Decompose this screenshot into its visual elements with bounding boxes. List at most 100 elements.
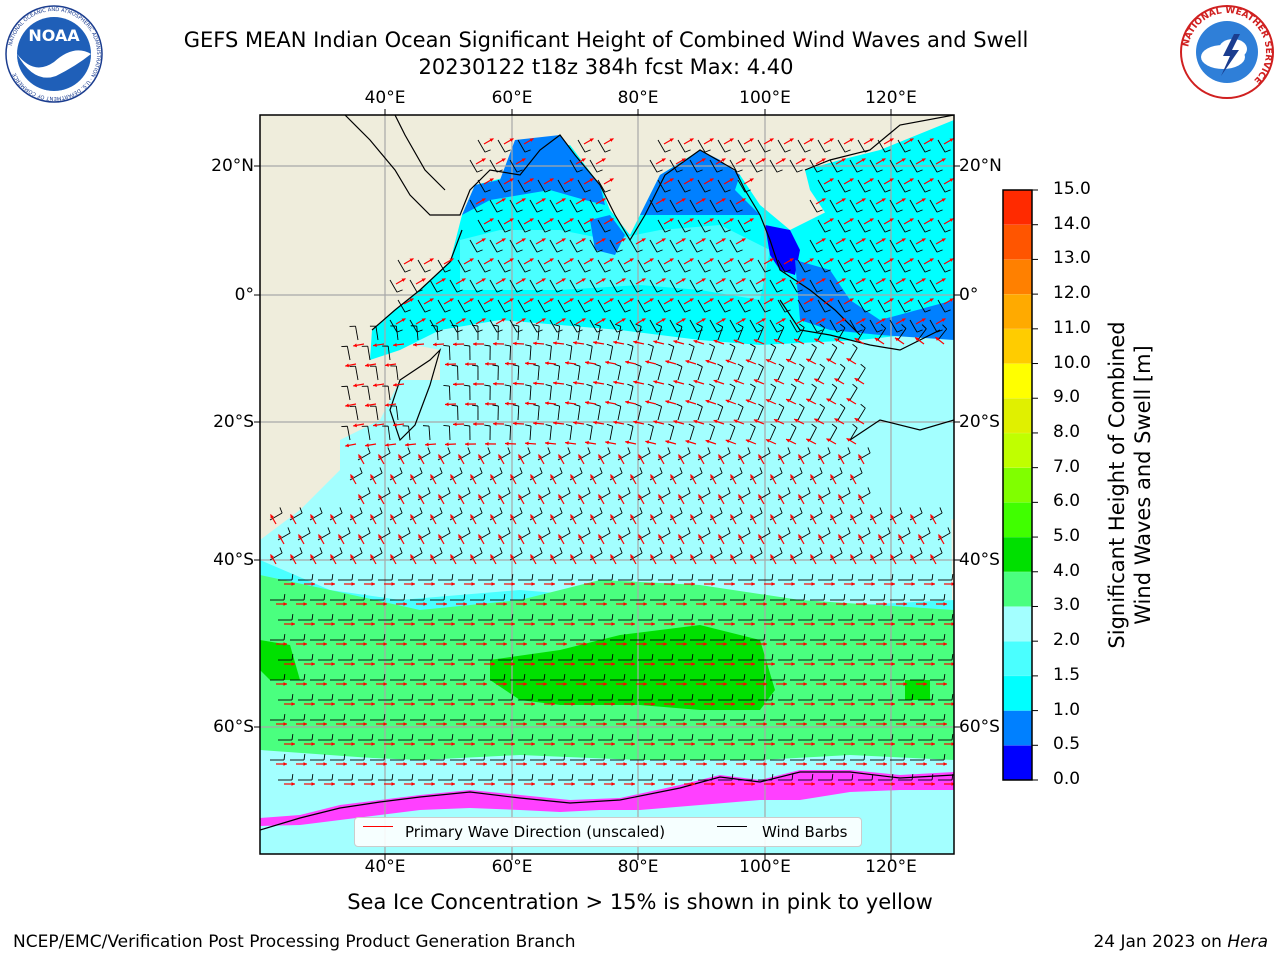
wave-arrow-head xyxy=(798,534,802,539)
wind-barb-flag xyxy=(536,249,543,253)
wind-barb-flag xyxy=(731,613,734,621)
wave-arrow-head xyxy=(621,238,626,242)
wave-arrow-head xyxy=(711,622,715,626)
wind-barb xyxy=(497,452,511,461)
wave-arrow-head xyxy=(371,782,375,786)
wind-barb-flag xyxy=(533,404,540,407)
wave-arrow-head xyxy=(489,258,494,262)
wind-barb-flag xyxy=(603,753,606,761)
wave-arrow-head xyxy=(929,178,934,182)
wave-arrow-head xyxy=(621,318,626,322)
wave-arrow-head xyxy=(413,342,417,347)
wind-barb-flag xyxy=(543,753,546,761)
wave-arrow-head xyxy=(645,400,650,405)
wind-barb-flag xyxy=(779,547,783,554)
wind-barb-flag xyxy=(856,289,863,293)
wave-arrow-head xyxy=(729,258,734,262)
wave-arrow-head xyxy=(703,762,707,766)
footer-date-text: 24 Jan 2023 on xyxy=(1093,932,1228,952)
wind-barb-flag xyxy=(656,169,663,173)
wave-arrow-head xyxy=(290,554,294,559)
wave-arrow-head xyxy=(611,782,615,786)
wind-barb-flag xyxy=(351,693,354,701)
colorbar-segment xyxy=(1003,363,1032,399)
wind-barb xyxy=(697,452,711,461)
wind-barb-flag xyxy=(776,169,783,173)
wind-barb-flag xyxy=(831,613,834,621)
wind-barb-flag xyxy=(571,613,574,621)
wave-arrow-head xyxy=(771,582,775,586)
wave-arrow-head xyxy=(923,642,927,646)
wind-barb xyxy=(477,139,486,153)
wave-arrow-head xyxy=(771,742,775,746)
wave-arrow-head xyxy=(623,602,627,606)
wave-arrow-head xyxy=(318,534,322,539)
wave-arrow-head xyxy=(370,554,374,559)
wave-arrow-head xyxy=(605,360,610,365)
wave-core-east xyxy=(905,680,930,700)
wind-barb xyxy=(577,366,581,381)
wave-arrow-head xyxy=(683,722,687,726)
wave-arrow-head xyxy=(849,258,854,262)
wave-arrow-head xyxy=(581,198,586,202)
wind-barb xyxy=(357,452,371,461)
wind-barb-flag xyxy=(496,289,503,293)
wave-arrow-head xyxy=(531,662,535,666)
wind-barb-flag xyxy=(484,189,491,193)
wind-barb-flag xyxy=(655,403,662,407)
wave-arrow-head xyxy=(463,722,467,726)
wind-barb xyxy=(789,512,803,521)
wave-arrow-head xyxy=(491,582,495,586)
wind-barb xyxy=(649,239,658,253)
wind-barb-flag xyxy=(484,309,491,313)
wave-arrow-head xyxy=(774,339,779,343)
wind-barb xyxy=(309,512,323,521)
wind-barb xyxy=(817,139,826,153)
wind-barb xyxy=(849,387,858,401)
wave-arrow-head xyxy=(733,419,738,424)
wind-barb xyxy=(797,367,805,381)
wind-barb-flag xyxy=(483,673,486,681)
wave-arrow-head xyxy=(291,702,295,706)
wind-barb-flag xyxy=(524,269,531,273)
wind-barb xyxy=(469,472,483,481)
wind-barb xyxy=(517,405,520,421)
colorbar-tick-label: 15.0 xyxy=(1053,179,1091,199)
wave-arrow-head xyxy=(350,554,354,559)
wind-barb-flag xyxy=(383,673,386,681)
wind-barb xyxy=(749,386,756,401)
wave-arrow-head xyxy=(771,702,775,706)
wind-barb-flag xyxy=(691,733,694,741)
wind-barb xyxy=(697,532,711,541)
wind-barb-flag xyxy=(852,423,858,429)
wave-arrow-head xyxy=(786,439,791,443)
wind-barb-flag xyxy=(499,507,503,514)
wind-barb-flag xyxy=(744,149,751,153)
wave-arrow-head xyxy=(753,419,758,423)
wave-arrow-head xyxy=(850,554,854,559)
wind-barb xyxy=(897,219,906,233)
wind-barb-flag xyxy=(771,613,774,621)
wind-barb-flag xyxy=(504,229,511,233)
wind-barb xyxy=(457,532,471,541)
wave-arrow-head xyxy=(685,399,690,404)
wind-barb-flag xyxy=(511,773,514,781)
wave-arrow-head xyxy=(823,642,827,646)
wind-barb-flag xyxy=(860,403,866,409)
wave-arrow-head xyxy=(869,218,874,222)
wave-arrow-head xyxy=(583,602,587,606)
wind-barb-flag xyxy=(519,547,523,554)
wind-barb xyxy=(569,512,583,521)
wave-arrow-head xyxy=(578,494,582,499)
wind-barb xyxy=(517,179,526,193)
wave-arrow-head xyxy=(741,198,746,202)
wind-barb xyxy=(909,512,923,521)
wind-barb-flag xyxy=(439,467,443,474)
wave-arrow-head xyxy=(521,278,526,282)
wind-barb-flag xyxy=(716,209,723,213)
wave-arrow-head xyxy=(729,218,734,222)
wave-arrow-head xyxy=(543,602,547,606)
wind-barb xyxy=(597,492,611,501)
wind-barb-flag xyxy=(339,507,343,514)
wind-barb-flag xyxy=(816,289,823,293)
